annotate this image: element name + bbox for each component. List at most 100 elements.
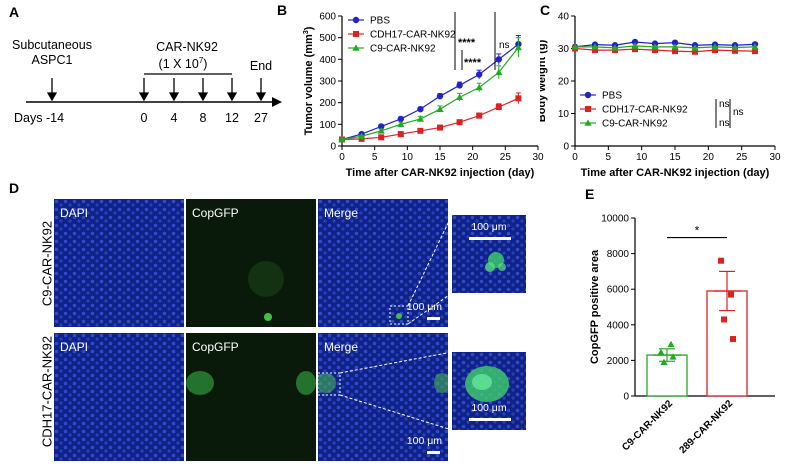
zoom-cdh17: 100 μm (452, 352, 526, 430)
weight-point (592, 47, 598, 54)
weight-x-tick-label: 15 (669, 152, 681, 163)
schema-subcutaneous: Subcutaneous (12, 38, 92, 52)
tumor-y-tick-label: 0 (330, 142, 336, 153)
weight-x-tick-label: 10 (636, 152, 648, 163)
tumor-series-2 (338, 37, 522, 143)
copgfp-caption: CopGFP (192, 340, 239, 354)
tumor-point (436, 105, 444, 112)
copgfp-caption: CopGFP (192, 206, 239, 220)
scale-text: 100 μm (406, 301, 442, 313)
schema-dose: (1 X 107) (159, 56, 208, 71)
schema-day-8: 8 (200, 111, 207, 125)
tumor-x-tick-label: 30 (532, 152, 544, 163)
zoom-scale-text: 100 μm (471, 221, 507, 233)
tumor-series-line (341, 43, 519, 141)
scale-bar (427, 451, 440, 454)
copgfp-bar-chart: 0 2000 4000 6000 8000 10000 CopGFP positive ar… (589, 214, 775, 456)
schema-day-4: 4 (171, 111, 178, 125)
weight-point (631, 38, 639, 46)
micrograph-c9-copgfp: CopGFP (186, 199, 316, 327)
weight-point (652, 47, 658, 54)
micrograph-cdh17-merge: Merge 100 μm (318, 333, 448, 461)
weight-x-tick-label: 20 (703, 152, 715, 163)
copgfp-point (721, 316, 727, 323)
weight-point (672, 48, 678, 55)
copgfp-y-tick-label: 6000 (607, 285, 630, 296)
body-weight-chart: 0 5 10 15 20 25 30 0 10 20 30 40 Time after CAR-NK92… (540, 12, 781, 180)
weight-series-line (574, 41, 756, 48)
weight-point (671, 43, 679, 50)
weight-y-tick-label: 40 (558, 12, 570, 23)
zoom-scale-bar (469, 418, 511, 421)
tumor-y-tick-label: 500 (319, 33, 336, 44)
weight-sig-label: ns (733, 107, 744, 118)
tumor-y-tick-label: 300 (319, 77, 336, 88)
micrograph-cdh17-dapi: DAPI (54, 333, 184, 461)
tumor-series-1 (339, 92, 522, 143)
weight-series-line (574, 47, 756, 53)
tumor-legend-marker (352, 16, 360, 24)
tumor-y-tick-label: 400 (319, 55, 336, 66)
weight-point (631, 42, 639, 49)
tumor-point (456, 119, 463, 126)
tumor-point (377, 127, 385, 134)
tumor-x-tick-label: 5 (372, 152, 378, 163)
tumor-sig-label: **** (464, 57, 482, 69)
tumor-point (456, 82, 463, 89)
merge-caption: Merge (324, 340, 359, 354)
tumor-point (338, 135, 346, 143)
weight-series-line (575, 45, 756, 49)
tumor-point (397, 131, 404, 138)
weight-point (732, 47, 738, 54)
copgfp-point (730, 336, 736, 343)
tumor-point (495, 68, 503, 76)
panel-letter-d: D (9, 180, 20, 196)
tumor-point (378, 123, 385, 130)
weight-x-tick-label: 25 (736, 152, 748, 163)
panel-letter-c: C (540, 2, 551, 18)
copgfp-category-label: 289-CAR-NK92 (677, 398, 735, 456)
tumor-y-tick-label: 200 (319, 98, 336, 109)
zoom-scale-bar (469, 237, 511, 240)
dapi-caption: DAPI (60, 340, 89, 354)
copgfp-category-label: C9-CAR-NK92 (620, 398, 675, 453)
tumor-point (436, 92, 444, 100)
tumor-y-tick-label: 100 (319, 120, 336, 131)
tumor-ylabel: Tumor volume (mm3) (303, 26, 315, 135)
weight-x-tick-label: 5 (606, 152, 612, 163)
panel-letter-e: E (585, 186, 595, 202)
tumor-x-tick-label: 10 (402, 152, 414, 163)
copgfp-y-tick-label: 2000 (607, 356, 630, 367)
weight-point (712, 47, 718, 54)
tumor-x-tick-label: 15 (434, 152, 446, 163)
weight-y-tick-label: 0 (563, 142, 569, 153)
weight-point (671, 39, 679, 46)
tumor-point (417, 105, 424, 113)
schema-day-12: 12 (225, 111, 239, 125)
copgfp-point (718, 257, 724, 264)
tumor-point (397, 115, 404, 123)
copgfp-y-tick-label: 4000 (607, 320, 630, 331)
weight-point (711, 43, 719, 50)
weight-sig-label: ns (719, 118, 730, 129)
tumor-point (437, 124, 443, 131)
timeline-arrow (272, 97, 282, 107)
tumor-legend-marker (353, 31, 359, 37)
tumor-point (378, 134, 385, 141)
tumor-legend-marker (352, 44, 360, 51)
weight-y-tick-label: 30 (558, 44, 570, 55)
copgfp-point (660, 358, 668, 365)
copgfp-point (657, 348, 665, 356)
copgfp-y-tick-label: 0 (623, 392, 629, 403)
tumor-x-tick-label: 0 (339, 152, 345, 163)
tumor-x-tick-label: 25 (500, 152, 512, 163)
weight-point (691, 44, 699, 51)
panel-letter-b: B (277, 2, 288, 18)
tumor-point (358, 132, 366, 140)
weight-x-tick-label: 30 (769, 152, 781, 163)
tumor-point (416, 115, 424, 122)
copgfp-sig-label: * (695, 224, 700, 238)
weight-point (651, 43, 659, 50)
scale-bar (427, 317, 440, 320)
weight-legend-label: C9-CAR-NK92 (602, 119, 668, 130)
